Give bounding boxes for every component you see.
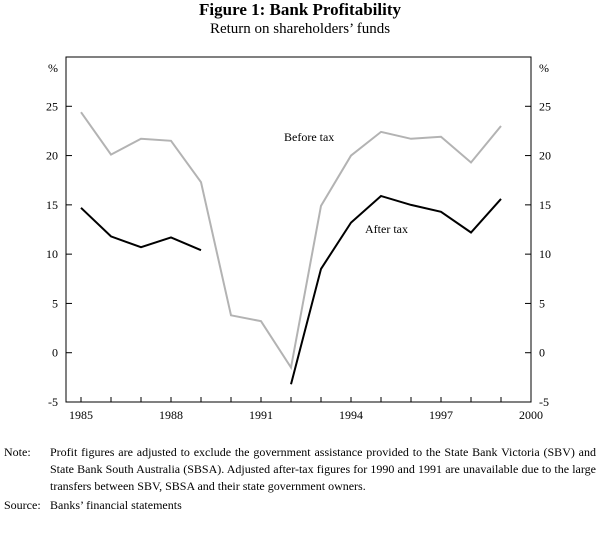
y-tick-label-left: -5 xyxy=(48,395,58,409)
chart-title: Figure 1: Bank Profitability xyxy=(199,0,401,19)
line-chart: % % -5 -5 0 0 5 5 10 10 15 15 20 20 25 25 1985 1988 1991… xyxy=(46,56,551,422)
y-tick-label-left: 5 xyxy=(52,296,58,310)
after-tax-line xyxy=(80,207,202,252)
y-tick-label-right: 5 xyxy=(539,296,545,310)
after-tax-line xyxy=(290,194,502,385)
plot-frame xyxy=(65,56,532,403)
left-unit-label: % xyxy=(48,61,58,75)
y-tick-label-left: 0 xyxy=(52,346,58,360)
source-text: Banks’ financial statements xyxy=(50,498,182,512)
right-unit-label: % xyxy=(539,61,549,75)
x-tick-label: 2000 xyxy=(519,408,543,422)
x-tick-label: 1988 xyxy=(159,408,183,422)
source-row: Source: Banks’ financial statements xyxy=(4,497,596,514)
y-tick-label-left: 10 xyxy=(46,247,58,261)
y-tick-label-left: 25 xyxy=(46,99,58,113)
note-text: Profit figures are adjusted to exclude t… xyxy=(50,445,596,493)
source-label: Source: xyxy=(4,498,41,512)
y-tick-label-right: 15 xyxy=(539,198,551,212)
x-tick-label: 1997 xyxy=(429,408,453,422)
axis-ticks: -5 -5 0 0 5 5 10 10 15 15 20 20 25 25 1985 1988 1991 1994… xyxy=(46,99,551,422)
y-tick-label-left: 20 xyxy=(46,149,58,163)
y-tick-label-right: 0 xyxy=(539,346,545,360)
chart-subtitle: Return on shareholders’ funds xyxy=(209,21,391,37)
series-layer xyxy=(80,111,502,385)
y-tick-label-right: 20 xyxy=(539,149,551,163)
series-label-after-tax: After tax xyxy=(365,222,408,236)
note-row: Note: Profit figures are adjusted to exc… xyxy=(4,444,596,495)
y-tick-label-right: 25 xyxy=(539,99,551,113)
note-label: Note: xyxy=(4,445,31,459)
y-tick-label-left: 15 xyxy=(46,198,58,212)
x-tick-label: 1994 xyxy=(339,408,363,422)
x-tick-label: 1985 xyxy=(69,408,93,422)
series-label-before-tax: Before tax xyxy=(284,130,334,144)
x-tick-label: 1991 xyxy=(249,408,273,422)
y-tick-label-right: -5 xyxy=(539,395,549,409)
before-tax-line xyxy=(80,111,502,371)
y-tick-label-right: 10 xyxy=(539,247,551,261)
notes-block: Note: Profit figures are adjusted to exc… xyxy=(4,444,596,514)
